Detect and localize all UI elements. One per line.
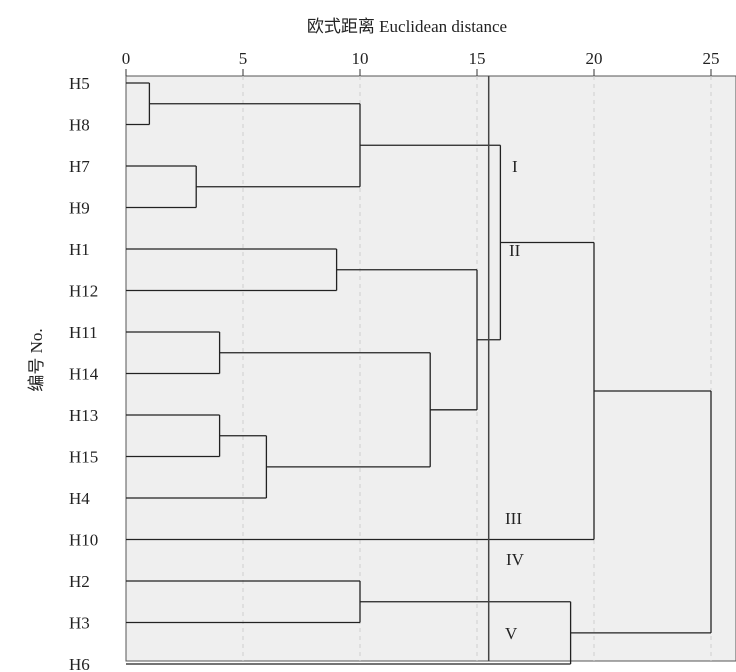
x-tick-label: 15: [469, 49, 486, 68]
x-tick-label: 5: [239, 49, 248, 68]
leaf-label: H6: [69, 655, 90, 672]
leaf-label: H5: [69, 74, 90, 93]
cluster-label: IV: [506, 550, 525, 569]
x-tick-label: 0: [122, 49, 131, 68]
cluster-label: V: [505, 624, 518, 643]
leaf-label: H10: [69, 531, 98, 550]
leaf-label: H4: [69, 489, 90, 508]
leaf-label: H15: [69, 448, 98, 467]
y-axis-label: 编号 No.: [27, 328, 46, 391]
cluster-label: I: [512, 157, 518, 176]
leaf-label: H2: [69, 572, 90, 591]
leaf-label: H8: [69, 116, 90, 135]
cluster-label: III: [505, 509, 522, 528]
x-tick-label: 20: [586, 49, 603, 68]
chart-title: 欧式距离 Euclidean distance: [307, 17, 507, 36]
plot-background: [125, 75, 736, 662]
leaf-label: H9: [69, 199, 90, 218]
leaf-label: H7: [69, 157, 90, 176]
leaf-label: H13: [69, 406, 98, 425]
cluster-label: II: [509, 241, 521, 260]
leaf-label: H14: [69, 365, 99, 384]
leaf-label: H11: [69, 323, 98, 342]
leaf-label: H1: [69, 240, 90, 259]
plot-area: 0 5 10 15 20 25 H5 H8 H7 H9 H1 H12 H11 H14 H13 H15 H4 H10…: [69, 49, 736, 672]
x-tick-label: 25: [703, 49, 720, 68]
leaf-label: H12: [69, 282, 98, 301]
leaf-label: H3: [69, 614, 90, 633]
x-tick-label: 10: [352, 49, 369, 68]
